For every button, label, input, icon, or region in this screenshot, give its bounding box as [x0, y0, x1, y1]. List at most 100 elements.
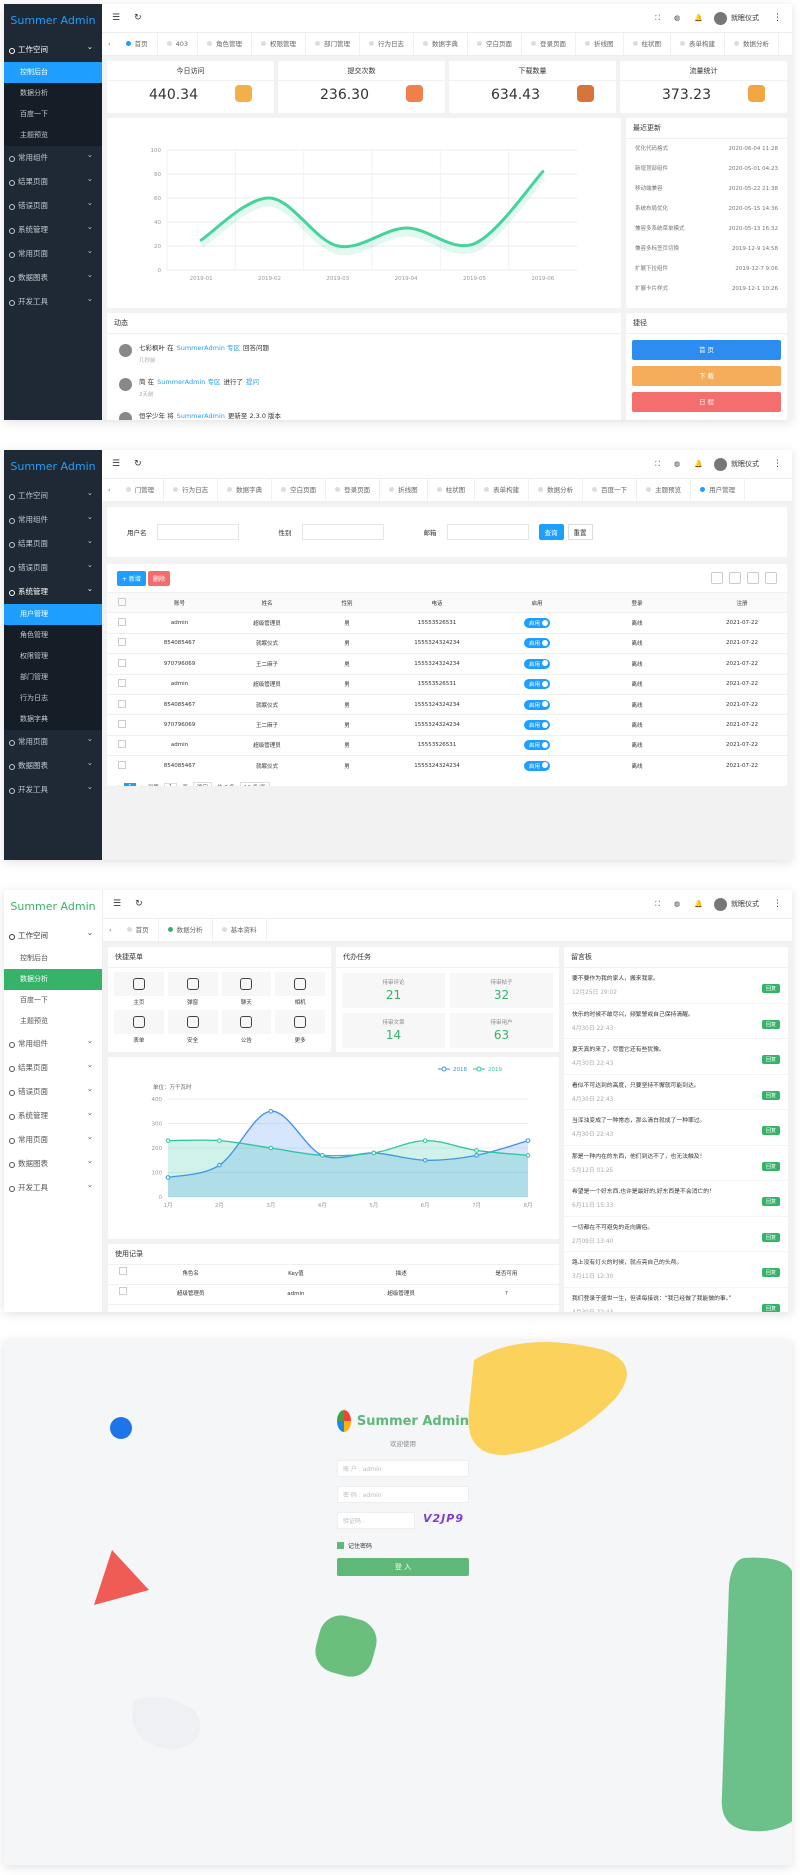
- tab[interactable]: 用户管理: [691, 479, 746, 501]
- quick-item[interactable]: 更多: [275, 1010, 325, 1044]
- tab[interactable]: 表单构建: [671, 33, 726, 55]
- menu-item[interactable]: 数据图表: [4, 1149, 102, 1176]
- search-input[interactable]: [156, 524, 239, 540]
- tab[interactable]: 行为日志: [360, 33, 415, 55]
- query-button[interactable]: 查询: [538, 524, 564, 540]
- page-next[interactable]: ›: [141, 784, 143, 786]
- submenu-item[interactable]: 数据分析: [20, 89, 48, 97]
- submenu-item[interactable]: 部门管理: [20, 673, 48, 681]
- header-icon[interactable]: ◍: [674, 14, 681, 22]
- reply-button[interactable]: 回复: [761, 1197, 780, 1206]
- quick-item[interactable]: 主页: [114, 972, 164, 1006]
- menu-item[interactable]: 结果页面: [4, 167, 102, 194]
- enable-toggle[interactable]: 启用: [523, 699, 550, 710]
- shortcut-button[interactable]: 日 程: [632, 392, 781, 412]
- tab[interactable]: 登录页面: [326, 479, 381, 501]
- quick-item[interactable]: 聊天: [221, 972, 272, 1006]
- tab[interactable]: 权限管理: [252, 33, 307, 55]
- more[interactable]: ⋮: [773, 899, 782, 909]
- user-name[interactable]: 就眠仪式: [731, 14, 759, 22]
- shortcut-button[interactable]: 首 页: [632, 340, 781, 360]
- tab[interactable]: 折线图: [576, 33, 624, 55]
- tab[interactable]: 主题预览: [637, 479, 692, 501]
- tab[interactable]: 数据分析: [529, 479, 584, 501]
- tab[interactable]: 行为日志: [164, 479, 219, 501]
- tab[interactable]: 空白页面: [468, 33, 523, 55]
- menu-toggle[interactable]: ☰: [112, 459, 121, 469]
- reply-button[interactable]: 回复: [761, 1303, 780, 1312]
- account-input[interactable]: 账 户 : admin: [337, 1460, 469, 1477]
- enable-toggle[interactable]: 启用: [523, 720, 550, 731]
- menu-item[interactable]: 常用页面: [4, 727, 102, 754]
- activity-link[interactable]: SummerAdmin 专区: [157, 378, 221, 386]
- menu-item[interactable]: 错误页面: [4, 191, 102, 218]
- enable-toggle[interactable]: 启用: [523, 638, 550, 649]
- header-icon[interactable]: 🔔: [694, 900, 703, 908]
- menu-item[interactable]: 开发工具: [4, 1173, 102, 1200]
- tool-icon[interactable]: [711, 572, 723, 584]
- password-input[interactable]: 密 码 : admin: [337, 1486, 469, 1503]
- captcha-image[interactable]: V2JP9: [423, 1512, 464, 1525]
- user-name[interactable]: 就眠仪式: [731, 460, 759, 468]
- refresh[interactable]: ↻: [135, 899, 143, 909]
- tab-prev[interactable]: ‹: [109, 926, 112, 934]
- todo-item[interactable]: 待审帖子 32: [450, 973, 553, 1008]
- submenu-item[interactable]: 主题预览: [20, 1017, 48, 1025]
- enable-toggle[interactable]: 启用: [523, 740, 550, 751]
- activity-link[interactable]: 提问: [245, 378, 259, 386]
- remember-checkbox[interactable]: [337, 1542, 344, 1549]
- menu-item[interactable]: 常用组件: [4, 1029, 102, 1056]
- search-input[interactable]: [446, 524, 529, 540]
- tab[interactable]: 柱状图: [428, 479, 476, 501]
- tab[interactable]: 数据字典: [218, 479, 273, 501]
- tab[interactable]: 柱状图: [624, 33, 672, 55]
- reply-button[interactable]: 回复: [761, 1232, 780, 1242]
- tab[interactable]: 登录页面: [522, 33, 577, 55]
- submenu-item[interactable]: 数据分析: [4, 969, 102, 990]
- reply-button[interactable]: 回复: [761, 984, 780, 993]
- tab[interactable]: 数据分析: [159, 919, 213, 941]
- menu-item[interactable]: 错误页面: [4, 1077, 102, 1104]
- activity-link[interactable]: SummerAdmin 专区: [176, 344, 240, 352]
- header-icon[interactable]: ⛶: [655, 899, 661, 908]
- menu-item[interactable]: 常用组件: [4, 143, 102, 170]
- enable-toggle[interactable]: 启用: [523, 760, 550, 771]
- tab[interactable]: 基本资料: [213, 919, 267, 941]
- menu-item[interactable]: 错误页面: [4, 553, 102, 580]
- goto-confirm[interactable]: 确定: [192, 781, 212, 786]
- menu-item[interactable]: 开发工具: [4, 775, 102, 802]
- tab[interactable]: 首页: [118, 919, 159, 941]
- page-prev[interactable]: ‹: [117, 784, 119, 786]
- tab[interactable]: 数据字典: [414, 33, 469, 55]
- goto-input[interactable]: 1: [163, 782, 178, 786]
- menu-item[interactable]: 工作空间: [4, 921, 102, 948]
- menu-item[interactable]: 系统管理: [4, 1101, 102, 1128]
- tab[interactable]: 部门管理: [306, 33, 361, 55]
- more[interactable]: ⋮: [773, 459, 782, 469]
- tab[interactable]: 空白页面: [272, 479, 327, 501]
- menu-item[interactable]: 数据图表: [4, 751, 102, 778]
- page-size[interactable]: 10 条/页: [239, 781, 270, 786]
- page-current[interactable]: 1: [124, 782, 136, 786]
- header-icon[interactable]: ⛶: [655, 459, 661, 468]
- header-icon[interactable]: ◍: [674, 460, 681, 468]
- menu-item[interactable]: 结果页面: [4, 1053, 102, 1080]
- submenu-item[interactable]: 用户管理: [4, 604, 102, 625]
- reply-button[interactable]: 回复: [761, 1019, 780, 1029]
- submenu-item[interactable]: 权限管理: [20, 652, 48, 660]
- menu-item[interactable]: 常用页面: [4, 239, 102, 266]
- tab[interactable]: 首页: [117, 33, 158, 55]
- tab-prev[interactable]: ‹: [108, 486, 111, 494]
- quick-item[interactable]: 公告: [221, 1010, 272, 1044]
- todo-item[interactable]: 待审文章 14: [342, 1013, 445, 1048]
- submenu-item[interactable]: 百度一下: [20, 996, 48, 1004]
- refresh[interactable]: ↻: [134, 13, 142, 23]
- refresh[interactable]: ↻: [134, 459, 142, 469]
- quick-item[interactable]: 安全: [167, 1010, 218, 1044]
- reply-button[interactable]: 回复: [761, 1055, 780, 1064]
- menu-item[interactable]: 工作空间: [4, 35, 102, 62]
- search-input[interactable]: [301, 524, 384, 540]
- header-icon[interactable]: 🔔: [694, 460, 703, 468]
- submenu-item[interactable]: 控制后台: [20, 954, 48, 962]
- header-icon[interactable]: ⛶: [655, 13, 661, 22]
